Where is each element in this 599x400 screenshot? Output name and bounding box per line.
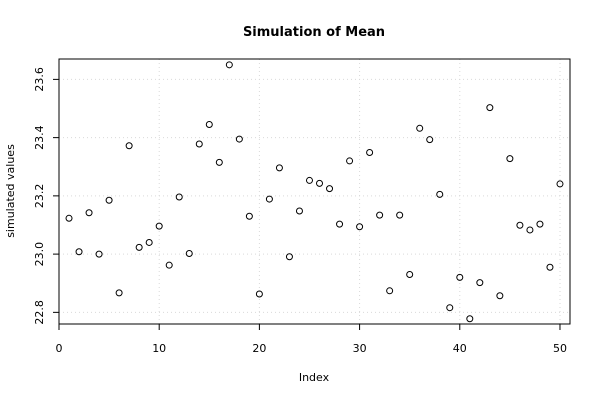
data-point <box>135 243 143 251</box>
y-tick-label: 23.4 <box>33 125 46 150</box>
data-point <box>366 148 374 156</box>
data-point <box>356 223 364 231</box>
x-tick-label: 40 <box>453 342 467 355</box>
data-point <box>316 179 324 187</box>
data-point <box>476 279 484 287</box>
data-point <box>115 289 123 297</box>
data-point <box>496 292 504 300</box>
data-point <box>255 290 263 298</box>
data-point <box>75 248 83 256</box>
data-point <box>346 157 354 165</box>
data-point <box>235 135 243 143</box>
data-point <box>436 190 444 198</box>
data-point <box>506 155 514 163</box>
data-point <box>145 238 153 246</box>
data-point <box>225 61 233 69</box>
data-point <box>516 221 524 229</box>
data-point <box>125 142 133 150</box>
data-point <box>245 212 253 220</box>
x-tick-label: 50 <box>553 342 567 355</box>
y-tick-label: 23.6 <box>33 67 46 92</box>
data-point <box>285 253 293 261</box>
x-tick-label: 0 <box>56 342 63 355</box>
data-point <box>416 124 424 132</box>
chart-title: Simulation of Mean <box>243 25 385 40</box>
data-points <box>65 61 564 323</box>
plot-frame <box>58 58 571 325</box>
y-axis: 22.8 23.0 23.2 23.4 23.6 <box>33 67 59 325</box>
x-tick-label: 30 <box>353 342 367 355</box>
y-tick-label: 22.8 <box>33 300 46 325</box>
data-point <box>85 209 93 217</box>
data-point <box>105 196 113 204</box>
data-point <box>326 185 334 193</box>
data-point <box>185 250 193 258</box>
data-point <box>386 287 394 295</box>
x-tick-label: 10 <box>152 342 166 355</box>
data-point <box>546 263 554 271</box>
data-point <box>336 220 344 228</box>
data-point <box>456 273 464 281</box>
x-axis-label: Index <box>299 371 330 384</box>
data-point <box>205 121 213 129</box>
data-point <box>65 214 73 222</box>
data-point <box>446 304 454 312</box>
data-point <box>526 226 534 234</box>
data-point <box>195 140 203 148</box>
data-point <box>396 211 404 219</box>
data-point <box>165 261 173 269</box>
data-point <box>215 158 223 166</box>
data-point <box>536 220 544 228</box>
data-point <box>305 176 313 184</box>
y-axis-label: simulated values <box>4 144 17 238</box>
y-tick-label: 23.2 <box>33 184 46 209</box>
data-point <box>275 164 283 172</box>
data-point <box>95 250 103 258</box>
data-point <box>466 315 474 323</box>
data-point <box>426 136 434 144</box>
x-axis: 0 10 20 30 40 50 <box>56 324 567 355</box>
data-point <box>295 207 303 215</box>
data-point <box>376 211 384 219</box>
x-tick-label: 20 <box>252 342 266 355</box>
y-tick-label: 23.0 <box>33 242 46 267</box>
data-point <box>406 270 414 278</box>
data-point <box>155 222 163 230</box>
data-point <box>175 193 183 201</box>
grid-lines <box>58 59 570 324</box>
data-point <box>265 195 273 203</box>
data-point <box>486 104 494 112</box>
data-point <box>556 180 564 188</box>
